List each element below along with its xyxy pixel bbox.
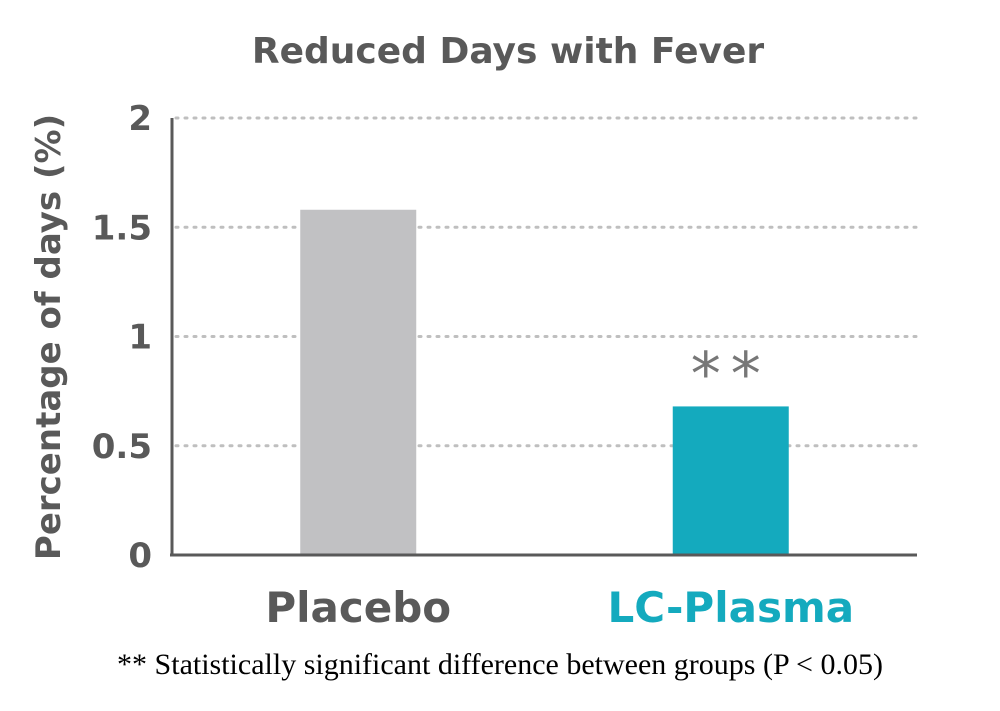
x-tick-labels: Placebo LC-Plasma [265,583,854,632]
significance-marker: ** [691,339,771,409]
annotations: ** [691,339,771,409]
y-tick-label: 0 [128,536,152,576]
x-tick-label: LC-Plasma [607,583,854,632]
footnote: ** Statistically significant difference … [117,648,883,681]
y-axis-label: Percentage of days (%) [29,114,69,560]
bars [300,209,789,555]
x-tick-label: Placebo [265,583,451,632]
y-tick-label: 1.5 [92,208,152,248]
chart-title: Reduced Days with Fever [252,31,764,72]
y-tick-label: 2 [128,99,152,139]
y-tick-labels: 0 0.5 1 1.5 2 [92,99,152,576]
y-tick-label: 1 [128,318,152,358]
y-tick-label: 0.5 [92,427,152,467]
gridlines [174,116,919,448]
bar [672,406,789,555]
bar [300,209,417,555]
